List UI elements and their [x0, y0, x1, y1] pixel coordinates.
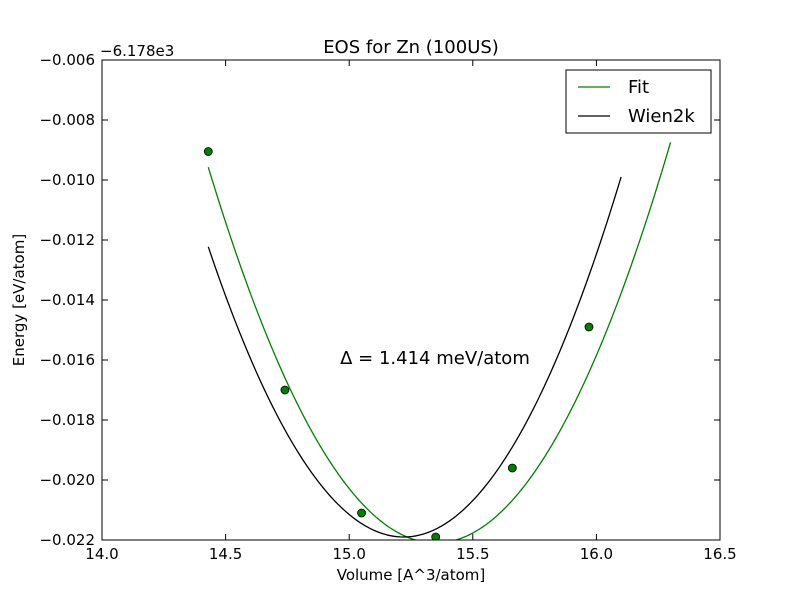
y-offset-label: −6.178e3	[100, 42, 174, 60]
series-line-fit	[207, 142, 672, 540]
x-tick-label: 14.0	[85, 545, 118, 563]
data-point	[280, 385, 290, 395]
y-tick-label: −0.016	[39, 351, 95, 369]
series-line-wien2k	[207, 176, 622, 538]
y-tick-label: −0.006	[39, 51, 95, 69]
legend-label-wien2k: Wien2k	[628, 106, 695, 127]
plot-frame	[101, 59, 721, 541]
x-tick-label: 16.0	[580, 545, 613, 563]
y-tick-label: −0.020	[39, 471, 95, 489]
legend: Fit Wien2k	[565, 69, 712, 134]
y-tick-label: −0.018	[39, 411, 95, 429]
x-tick-label: 15.5	[456, 545, 489, 563]
series-layer	[203, 142, 672, 540]
data-point	[431, 532, 441, 540]
y-axis-label: Energy [eV/atom]	[10, 234, 28, 366]
x-tick-label: 16.5	[703, 545, 736, 563]
legend-box	[565, 69, 712, 134]
x-tick-label: 14.5	[209, 545, 242, 563]
y-tick-label: −0.010	[39, 171, 95, 189]
y-tick-label: −0.008	[39, 111, 95, 129]
data-point	[507, 463, 517, 473]
y-axis-ticks: −0.022 −0.020 −0.018 −0.016 −0.014 −0.012 −0.0…	[39, 51, 720, 549]
y-tick-label: −0.022	[39, 531, 95, 549]
x-tick-label: 15.0	[332, 545, 365, 563]
data-point	[203, 147, 213, 156]
y-tick-label: −0.012	[39, 231, 95, 249]
y-tick-label: −0.014	[39, 291, 95, 309]
data-point	[357, 508, 366, 518]
chart-title: EOS for Zn (100US)	[323, 37, 499, 58]
legend-label-fit: Fit	[628, 77, 649, 98]
x-axis-label: Volume [A^3/atom]	[337, 566, 486, 584]
delta-annotation: Δ = 1.414 meV/atom	[340, 348, 530, 369]
data-point	[584, 322, 594, 332]
